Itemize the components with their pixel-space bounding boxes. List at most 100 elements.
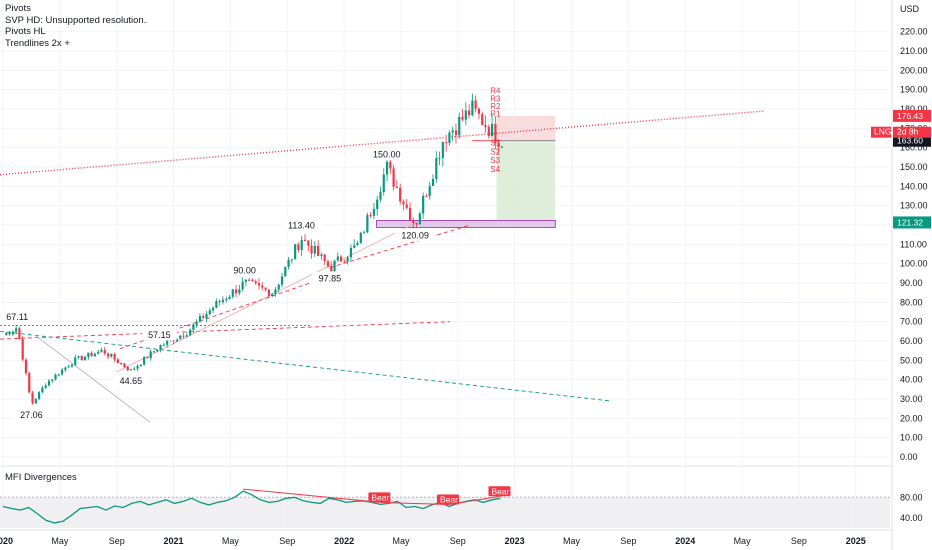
candle-body xyxy=(415,223,418,225)
candle-body xyxy=(458,116,461,136)
candle-body xyxy=(185,335,188,337)
candle-body xyxy=(408,207,412,221)
candle-body xyxy=(192,324,195,330)
pivot-label-box xyxy=(141,328,177,341)
candle-body xyxy=(317,245,320,256)
candle-body xyxy=(146,356,149,359)
stop-loss-zone xyxy=(496,115,556,141)
candle-body xyxy=(376,199,379,209)
candle-body xyxy=(271,294,274,296)
support-pivot-label: S2 xyxy=(490,147,500,156)
candle-body xyxy=(126,367,129,371)
candle-body xyxy=(274,289,277,295)
candle-body xyxy=(418,213,421,225)
candle-body xyxy=(198,315,202,322)
pivot-label-box xyxy=(113,374,149,387)
candle-body xyxy=(93,353,97,357)
candle-body xyxy=(284,266,287,277)
candle-body xyxy=(64,367,67,370)
candle-body xyxy=(251,279,254,282)
mfi-divergences-title[interactable]: MFI Divergences xyxy=(5,472,77,483)
time-tick-label: Sep xyxy=(620,536,636,546)
price-tick-label: 70.00 xyxy=(900,317,923,327)
candle-body xyxy=(445,142,448,144)
red-dashed-trendline xyxy=(0,321,451,340)
price-tick-label: 220.00 xyxy=(900,27,928,37)
position-zones xyxy=(376,115,556,228)
support-pivot-label: S4 xyxy=(490,165,500,174)
price-scale-tags: 176.43 163.60 121.32 LNG 2d 8h xyxy=(871,109,931,229)
mfi-tick-label: 80.00 xyxy=(900,492,923,502)
candle-body xyxy=(133,368,136,370)
candle-body xyxy=(359,232,362,243)
candle-body xyxy=(497,143,500,147)
candle-body xyxy=(234,289,238,294)
candle-body xyxy=(143,356,146,365)
long-resistance-trendline xyxy=(0,110,766,176)
stop-price-tag-bg xyxy=(893,109,931,122)
candle-body xyxy=(366,215,369,233)
candle-body xyxy=(110,353,113,357)
time-tick-label: 2020 xyxy=(0,536,13,546)
legend-svp[interactable]: SVP HD: Unsupported resolution. xyxy=(5,14,147,26)
candle-body xyxy=(267,289,270,296)
candle-body xyxy=(182,335,185,337)
candle-body xyxy=(323,254,326,262)
candle-body xyxy=(215,301,218,308)
time-tick-label: May xyxy=(563,536,581,546)
candle-body xyxy=(385,161,389,175)
pivot-label-low: 120.09 xyxy=(401,230,429,240)
legend-pivots-hl[interactable]: Pivots HL xyxy=(5,26,46,37)
price-tick-label: 0.00 xyxy=(900,452,918,462)
pivot-label-high: 57.15 xyxy=(148,330,171,340)
price-tick-label: 50.00 xyxy=(900,355,923,365)
bearish-divergence-line xyxy=(243,488,381,503)
candle-body xyxy=(330,266,333,271)
price-tick-label: 80.00 xyxy=(900,297,923,307)
candle-body xyxy=(241,281,244,290)
candle-body xyxy=(405,204,408,208)
pivot-label-box xyxy=(0,310,35,323)
candle-body xyxy=(80,356,83,360)
candle-body xyxy=(175,339,179,342)
candle-body xyxy=(254,281,257,284)
candle-body xyxy=(116,359,119,364)
candle-body xyxy=(349,247,353,258)
demand-zone xyxy=(376,220,556,228)
candle-body xyxy=(139,364,142,366)
resistance-pivot-label: R2 xyxy=(490,102,501,111)
candle-body xyxy=(369,215,372,217)
candle-body xyxy=(448,132,451,143)
candle-body xyxy=(195,321,198,325)
legend-trendlines[interactable]: Trendlines 2x + xyxy=(5,37,70,49)
candle-body xyxy=(218,301,221,303)
candle-body xyxy=(300,239,303,250)
time-axis[interactable]: 2020 May Sep 2021 May Sep 2022 May Sep 2023 May Sep… xyxy=(0,465,892,546)
bear-divergence-tag: Bear xyxy=(371,492,389,502)
candle-body xyxy=(303,239,307,241)
candle-body xyxy=(179,335,182,340)
candle-body xyxy=(156,349,159,352)
legend-pivots[interactable]: Pivots xyxy=(5,3,31,14)
candle-body xyxy=(412,220,415,224)
candle-body xyxy=(280,276,284,285)
time-tick-label: 2021 xyxy=(164,536,184,546)
pivot-point-labels: 67.11 27.06 57.15 44.65 90.00 113.40 97.85 150.… xyxy=(0,87,501,421)
resistance-pivot-label: R4 xyxy=(490,87,501,96)
bear-tag-bg xyxy=(368,492,391,503)
candle-body xyxy=(343,261,346,263)
price-tick-label: 40.00 xyxy=(900,375,923,385)
candle-body xyxy=(320,254,323,256)
candle-body xyxy=(123,363,126,368)
candle-body xyxy=(326,261,330,267)
candle-body xyxy=(451,130,454,133)
price-tick-label: 180.00 xyxy=(900,104,928,114)
resistance-pivot-label: R3 xyxy=(490,94,501,103)
candle-body xyxy=(464,110,467,120)
price-tick-label: 130.00 xyxy=(900,201,928,211)
candle-body xyxy=(382,174,385,192)
bear-divergence-tag: Bear xyxy=(491,486,509,496)
candle-body xyxy=(257,283,261,286)
candle-body xyxy=(47,380,51,386)
